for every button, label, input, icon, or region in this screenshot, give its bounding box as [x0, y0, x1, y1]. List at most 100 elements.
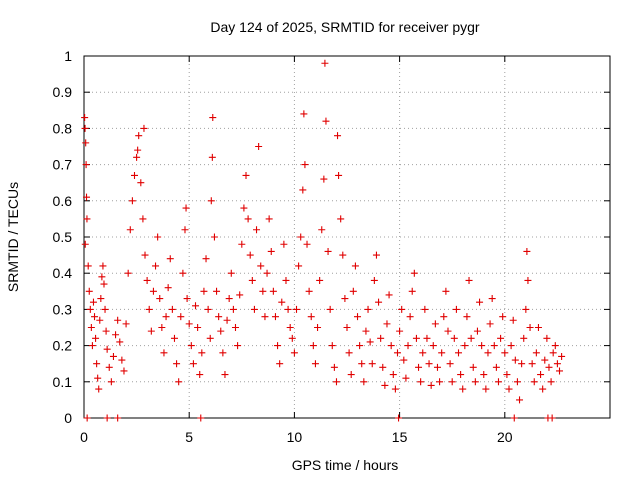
x-tick-label: 0	[80, 429, 88, 445]
data-point	[92, 334, 100, 342]
data-point	[490, 342, 498, 350]
data-point	[271, 313, 279, 321]
data-point	[179, 269, 187, 277]
data-point	[433, 363, 441, 371]
data-point	[263, 269, 271, 277]
y-tick-label: 0.3	[53, 301, 73, 317]
data-point	[242, 171, 250, 179]
data-point	[257, 262, 265, 270]
data-point	[473, 327, 481, 335]
data-point	[419, 349, 427, 357]
data-point	[97, 295, 105, 303]
data-point	[366, 338, 374, 346]
data-point	[135, 132, 143, 140]
data-point	[379, 363, 387, 371]
data-point	[141, 251, 149, 259]
data-point	[83, 193, 91, 201]
data-point	[524, 276, 532, 284]
data-point	[539, 385, 547, 393]
data-point	[465, 276, 473, 284]
data-point	[362, 327, 370, 335]
data-point	[126, 226, 134, 234]
data-point	[82, 161, 90, 169]
data-point	[200, 287, 208, 295]
data-point	[532, 349, 540, 357]
data-point	[375, 298, 383, 306]
data-point	[300, 110, 308, 118]
data-point	[198, 349, 206, 357]
data-point	[381, 381, 389, 389]
data-point	[484, 349, 492, 357]
data-point	[385, 291, 393, 299]
y-tick-labels: 0 0.1 0.2 0.3 0.4 0.5 0.6 0.7 0.8 0.9 1	[53, 48, 73, 426]
data-point	[93, 360, 101, 368]
data-point	[402, 374, 410, 382]
data-point	[259, 287, 267, 295]
data-point	[293, 305, 301, 313]
data-point	[516, 396, 524, 404]
data-point	[334, 132, 342, 140]
data-point	[530, 378, 538, 386]
data-point	[255, 143, 263, 150]
data-point	[88, 342, 96, 350]
data-point	[183, 295, 191, 303]
data-point	[238, 240, 246, 248]
data-point	[431, 320, 439, 328]
data-point	[478, 342, 486, 350]
data-point	[87, 324, 95, 331]
data-point	[356, 342, 364, 350]
data-point	[545, 363, 553, 371]
data-point	[139, 215, 147, 223]
data-point	[250, 305, 258, 313]
data-point	[253, 226, 261, 234]
data-point	[276, 360, 284, 368]
data-point	[349, 287, 357, 295]
data-point	[269, 287, 277, 295]
data-point	[103, 345, 111, 353]
data-point	[280, 240, 288, 248]
data-point	[177, 313, 185, 321]
data-point	[197, 414, 205, 422]
data-point	[223, 316, 231, 324]
data-point	[303, 240, 311, 248]
data-point	[137, 179, 145, 187]
data-point	[208, 153, 216, 161]
data-point	[499, 313, 507, 321]
data-point	[400, 356, 408, 364]
data-point	[322, 117, 330, 125]
data-point	[368, 360, 376, 368]
data-point	[114, 414, 122, 422]
data-point	[436, 378, 444, 386]
data-point	[332, 378, 340, 386]
data-point	[528, 360, 536, 368]
data-point	[290, 349, 298, 357]
data-point	[91, 313, 99, 321]
data-point	[429, 342, 437, 350]
data-point	[494, 378, 502, 386]
grid-lines	[84, 56, 610, 418]
data-point	[518, 360, 526, 368]
data-point	[398, 305, 406, 313]
data-point	[152, 262, 160, 270]
data-point	[503, 371, 511, 379]
data-point	[321, 59, 329, 67]
data-point	[482, 385, 490, 393]
data-point	[130, 171, 138, 179]
data-point	[95, 385, 103, 393]
data-point	[182, 204, 190, 212]
data-point	[81, 114, 89, 122]
y-tick-label: 0.6	[53, 193, 73, 209]
data-point	[501, 349, 509, 357]
y-axis-label: SRMTID / TECUs	[5, 182, 21, 292]
data-point	[225, 295, 233, 303]
data-point	[534, 324, 542, 331]
y-tick-label: 0	[64, 410, 72, 426]
data-point	[234, 342, 242, 350]
data-point	[511, 356, 519, 364]
data-point	[81, 124, 89, 132]
data-point	[149, 287, 157, 295]
data-point	[450, 334, 458, 342]
data-point	[145, 305, 153, 313]
data-point	[551, 342, 559, 350]
data-point	[219, 349, 227, 357]
